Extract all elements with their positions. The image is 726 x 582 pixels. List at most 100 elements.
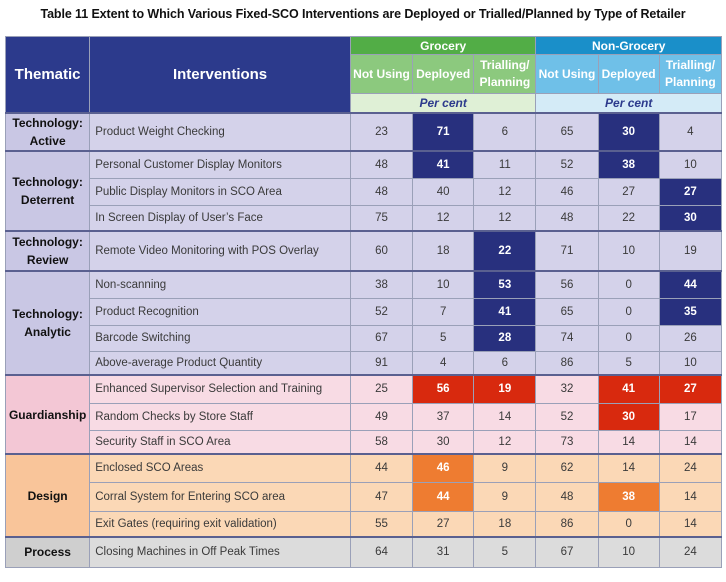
value-cell: 14 (597, 453, 660, 483)
value-cell: 27 (597, 177, 660, 206)
table-row: Public Display Monitors in SCO Area 48 40 1… (6, 177, 723, 206)
intervention-label: Random Checks by Store Staff (89, 402, 351, 431)
value-cell: 60 (349, 230, 414, 272)
value-cell: 0 (597, 297, 660, 326)
value-cell: 86 (535, 350, 599, 376)
value-cell: 12 (473, 429, 537, 455)
value-cell: 26 (658, 324, 723, 352)
value-cell: 71 (412, 112, 475, 152)
intervention-label: Corral System for Entering SCO area (89, 481, 351, 512)
table-row: Product Recognition 52 7 41 65 0 35 (6, 297, 723, 326)
value-cell: 73 (535, 429, 599, 455)
value-cell: 30 (597, 112, 660, 152)
header-nongrocery-deployed: Deployed (597, 54, 660, 94)
value-cell: 46 (535, 177, 599, 206)
value-cell: 91 (349, 350, 414, 376)
value-cell: 10 (597, 536, 660, 568)
header-nongrocery-per-cent: Per cent (535, 93, 722, 114)
value-cell: 19 (658, 230, 723, 272)
thematic-cell: Technology: Analytic (4, 270, 91, 376)
value-cell: 12 (473, 204, 537, 232)
table-row: Technology: Deterrent Personal Customer D… (4, 150, 723, 232)
value-cell: 64 (349, 536, 414, 568)
header-grocery: Grocery (349, 36, 537, 55)
value-cell: 48 (535, 481, 599, 512)
value-cell: 52 (535, 150, 599, 179)
table-row: Design Enclosed SCO Areas 44 46 9 62 14 24 (4, 453, 723, 538)
thematic-cell: Technology: Active (4, 112, 91, 152)
header-grocery-per-cent: Per cent (349, 93, 537, 114)
value-cell: 14 (658, 429, 723, 455)
value-cell: 37 (412, 402, 475, 431)
header-nongrocery-trialling: Trialling/ Planning (658, 54, 723, 94)
intervention-label: Non-scanning (89, 270, 351, 299)
value-cell: 65 (535, 112, 599, 152)
value-cell: 7 (412, 297, 475, 326)
intervention-label: In Screen Display of User’s Face (89, 204, 351, 232)
value-cell: 27 (658, 177, 723, 206)
table-row: Above-average Product Quantity 91 4 6 86 5 10 (6, 350, 723, 376)
value-cell: 28 (473, 324, 537, 352)
value-cell: 24 (658, 453, 723, 483)
value-cell: 44 (658, 270, 723, 299)
value-cell: 71 (535, 230, 599, 272)
value-cell: 41 (412, 150, 475, 179)
value-cell: 14 (597, 429, 660, 455)
value-cell: 56 (412, 374, 475, 404)
table-row: Technology: Active Product Weight Checkin… (4, 112, 723, 152)
value-cell: 49 (349, 402, 414, 431)
header-non-grocery: Non-Grocery (535, 36, 722, 55)
intervention-label: Remote Video Monitoring with POS Overlay (89, 230, 351, 272)
value-cell: 38 (597, 481, 660, 512)
value-cell: 12 (473, 177, 537, 206)
value-cell: 30 (412, 429, 475, 455)
value-cell: 58 (349, 429, 414, 455)
table-row: Random Checks by Store Staff 49 37 14 52 30 17 (6, 402, 723, 431)
value-cell: 52 (535, 402, 599, 431)
intervention-label: Enhanced Supervisor Selection and Traini… (89, 374, 351, 404)
header-grocery-trialling: Trialling/ Planning (473, 54, 537, 94)
value-cell: 40 (412, 177, 475, 206)
value-cell: 56 (535, 270, 599, 299)
value-cell: 86 (535, 510, 599, 538)
table-row: Process Closing Machines in Off Peak Time… (4, 536, 723, 568)
value-cell: 24 (658, 536, 723, 568)
value-cell: 18 (412, 230, 475, 272)
value-cell: 6 (473, 350, 537, 376)
table-row: In Screen Display of User’s Face 75 12 12 48… (6, 204, 723, 232)
value-cell: 52 (349, 297, 414, 326)
header-nongrocery-not-using: Not Using (535, 54, 599, 94)
value-cell: 9 (473, 453, 537, 483)
value-cell: 62 (535, 453, 599, 483)
table-row: Technology: Review Remote Video Monitorin… (4, 230, 723, 272)
value-cell: 14 (473, 402, 537, 431)
value-cell: 55 (349, 510, 414, 538)
value-cell: 75 (349, 204, 414, 232)
value-cell: 27 (412, 510, 475, 538)
value-cell: 32 (535, 374, 599, 404)
intervention-label: Closing Machines in Off Peak Times (89, 536, 351, 568)
value-cell: 48 (349, 177, 414, 206)
header-thematic: Thematic (4, 36, 91, 114)
value-cell: 48 (535, 204, 599, 232)
intervention-label: Product Weight Checking (89, 112, 351, 152)
value-cell: 30 (658, 204, 723, 232)
value-cell: 38 (597, 150, 660, 179)
value-cell: 10 (597, 230, 660, 272)
intervention-label: Product Recognition (89, 297, 351, 326)
intervention-label: Public Display Monitors in SCO Area (89, 177, 351, 206)
value-cell: 38 (349, 270, 414, 299)
value-cell: 18 (473, 510, 537, 538)
intervention-label: Barcode Switching (89, 324, 351, 352)
value-cell: 67 (349, 324, 414, 352)
value-cell: 35 (658, 297, 723, 326)
value-cell: 48 (349, 150, 414, 179)
table-row: Guardianship Enhanced Supervisor Selectio… (4, 374, 723, 455)
intervention-label: Above-average Product Quantity (89, 350, 351, 376)
table-row: Exit Gates (requiring exit validation) 55… (6, 510, 723, 538)
intervention-label: Exit Gates (requiring exit validation) (89, 510, 351, 538)
table-row: Technology: Analytic Non-scanning 38 10 53 56… (4, 270, 723, 376)
thematic-cell: Technology: Deterrent (4, 150, 91, 232)
value-cell: 41 (597, 374, 660, 404)
value-cell: 44 (412, 481, 475, 512)
